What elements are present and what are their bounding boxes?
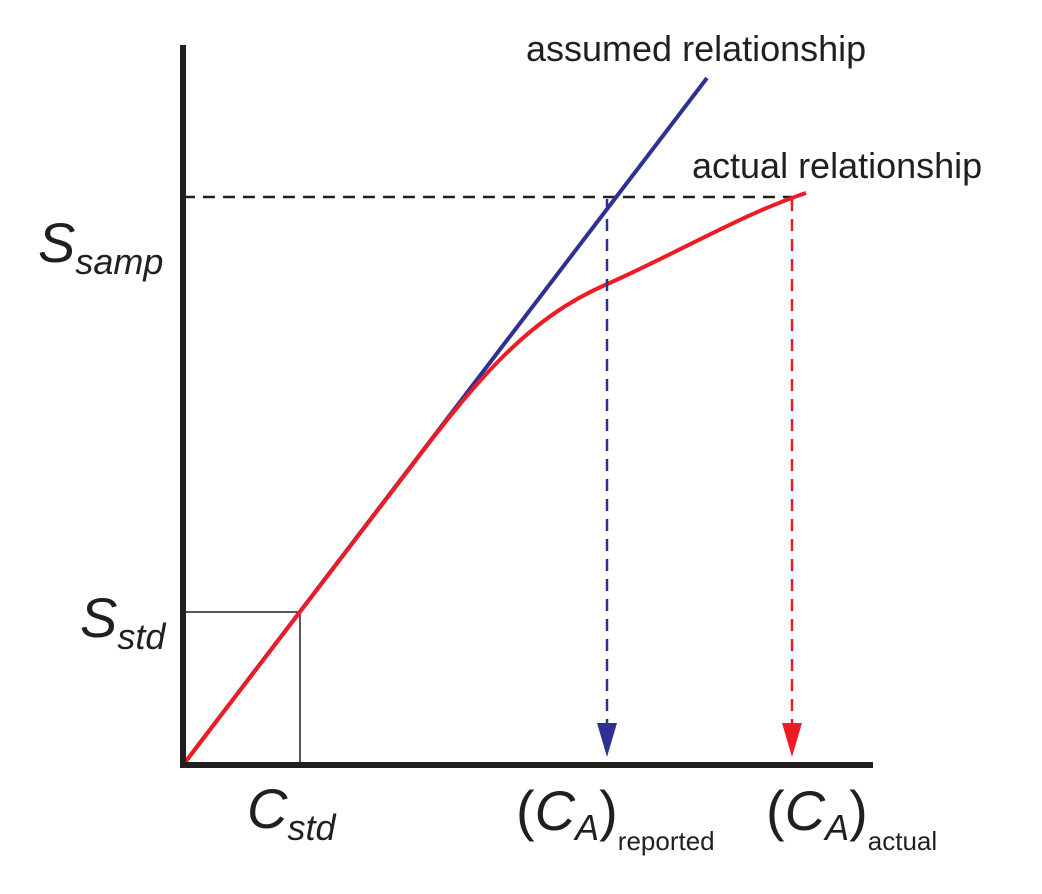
s-std-label: Sstd [80, 586, 166, 657]
actual-arrowhead-icon [782, 723, 802, 757]
c-std-label: Cstd [247, 777, 336, 848]
reported-arrowhead-icon [597, 723, 617, 757]
actual-relationship-curve [181, 191, 807, 767]
ca-actual-label: (CA)actual [766, 779, 937, 856]
assumed-relationship-label: assumed relationship [526, 28, 866, 69]
actual-relationship-label: actual relationship [692, 145, 982, 186]
ca-reported-label: (CA)reported [516, 779, 715, 856]
s-samp-label: Ssamp [38, 211, 163, 282]
